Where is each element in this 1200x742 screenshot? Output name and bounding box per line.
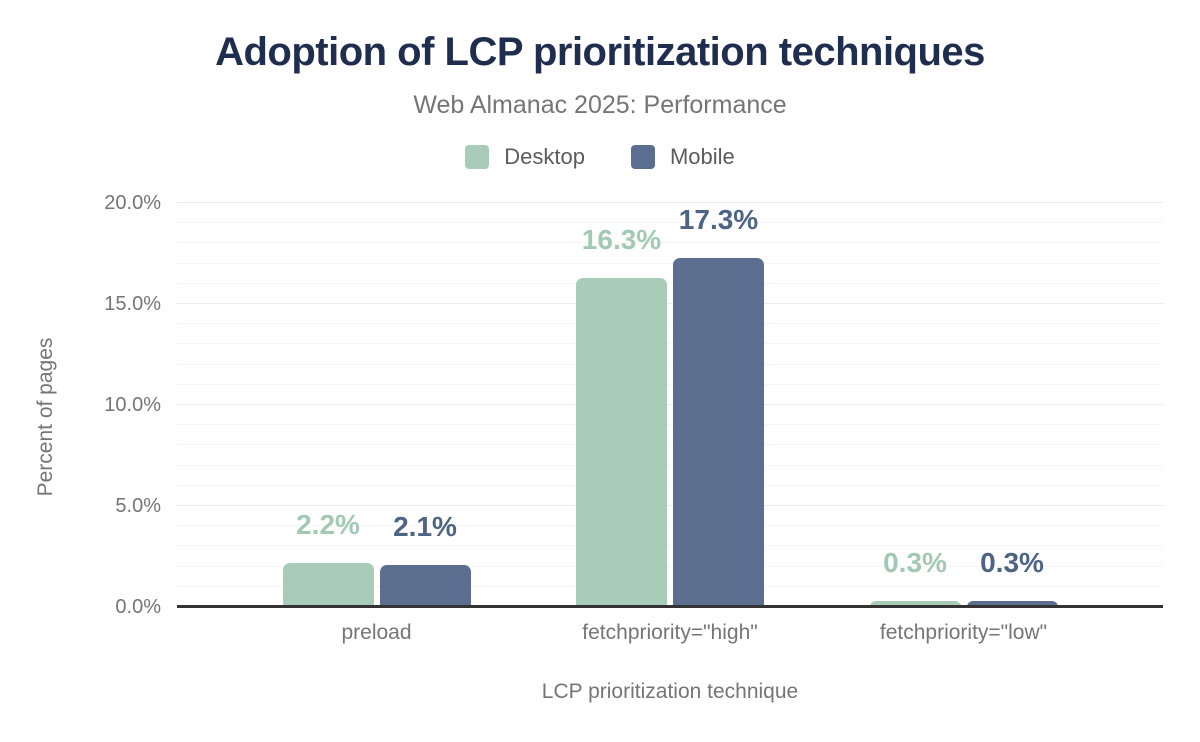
x-axis-line <box>177 605 1163 608</box>
bar-value-label: 16.3% <box>581 223 662 255</box>
y-axis-title: Percent of pages <box>34 337 57 497</box>
x-category-label: fetchpriority="low" <box>879 621 1048 644</box>
legend-item-desktop[interactable]: Desktop <box>465 144 585 170</box>
y-axis-tick-label: 0.0% <box>115 596 161 618</box>
gridline <box>177 282 1163 284</box>
gridline <box>177 404 1163 405</box>
legend-label: Mobile <box>669 144 735 169</box>
gridline <box>177 565 1163 567</box>
gridline <box>177 242 1163 244</box>
y-axis-tick-label: 10.0% <box>104 394 161 416</box>
gridline <box>177 525 1163 527</box>
gridline <box>177 424 1163 426</box>
chart-title: Adoption of LCP prioritization technique… <box>215 30 985 74</box>
gridline <box>177 363 1163 365</box>
gridline <box>177 383 1163 385</box>
bar-value-label: 2.1% <box>393 510 457 542</box>
bar-mobile-0[interactable]: 2.1% <box>379 512 471 607</box>
bar-value-label: 17.3% <box>678 203 759 235</box>
y-axis-tick-label: 20.0% <box>104 192 161 214</box>
bar-desktop-2[interactable]: 0.3% <box>869 548 961 607</box>
gridline <box>177 585 1163 587</box>
gridline <box>177 545 1163 547</box>
bar-value-label: 0.3% <box>980 546 1044 578</box>
gridline <box>177 444 1163 446</box>
y-axis-tick-label: 15.0% <box>104 293 161 315</box>
x-category-label: preload <box>341 621 412 644</box>
chart-subtitle: Web Almanac 2025: Performance <box>413 91 787 119</box>
gridline <box>177 303 1163 304</box>
gridline <box>177 484 1163 486</box>
gridline <box>177 464 1163 466</box>
legend: Desktop Mobile <box>0 144 1200 170</box>
y-axis-tick-label: 5.0% <box>115 495 161 517</box>
gridline <box>177 343 1163 345</box>
legend-label: Desktop <box>504 144 585 169</box>
gridline <box>177 262 1163 264</box>
bar-desktop-1[interactable]: 16.3% <box>576 225 667 607</box>
legend-swatch-mobile <box>630 145 655 169</box>
legend-swatch-desktop <box>465 145 490 169</box>
plot-area: 0.0% 5.0% 10.0% 15.0% 20.0% 2.2% 2.1% preload 16… <box>104 193 1163 644</box>
bar-value-label: 0.3% <box>883 546 947 578</box>
gridline <box>177 202 1163 203</box>
gridline <box>177 505 1163 506</box>
bar-value-label: 2.2% <box>296 508 360 540</box>
bar-mobile-2[interactable]: 0.3% <box>966 548 1058 607</box>
gridline <box>177 323 1163 325</box>
bar-mobile-1[interactable]: 17.3% <box>673 205 764 607</box>
bar-desktop-0[interactable]: 2.2% <box>282 510 374 607</box>
gridline <box>177 222 1163 224</box>
legend-item-mobile[interactable]: Mobile <box>630 144 735 170</box>
x-axis-title: LCP prioritization technique <box>541 680 799 703</box>
x-category-label: fetchpriority="high" <box>582 621 758 644</box>
